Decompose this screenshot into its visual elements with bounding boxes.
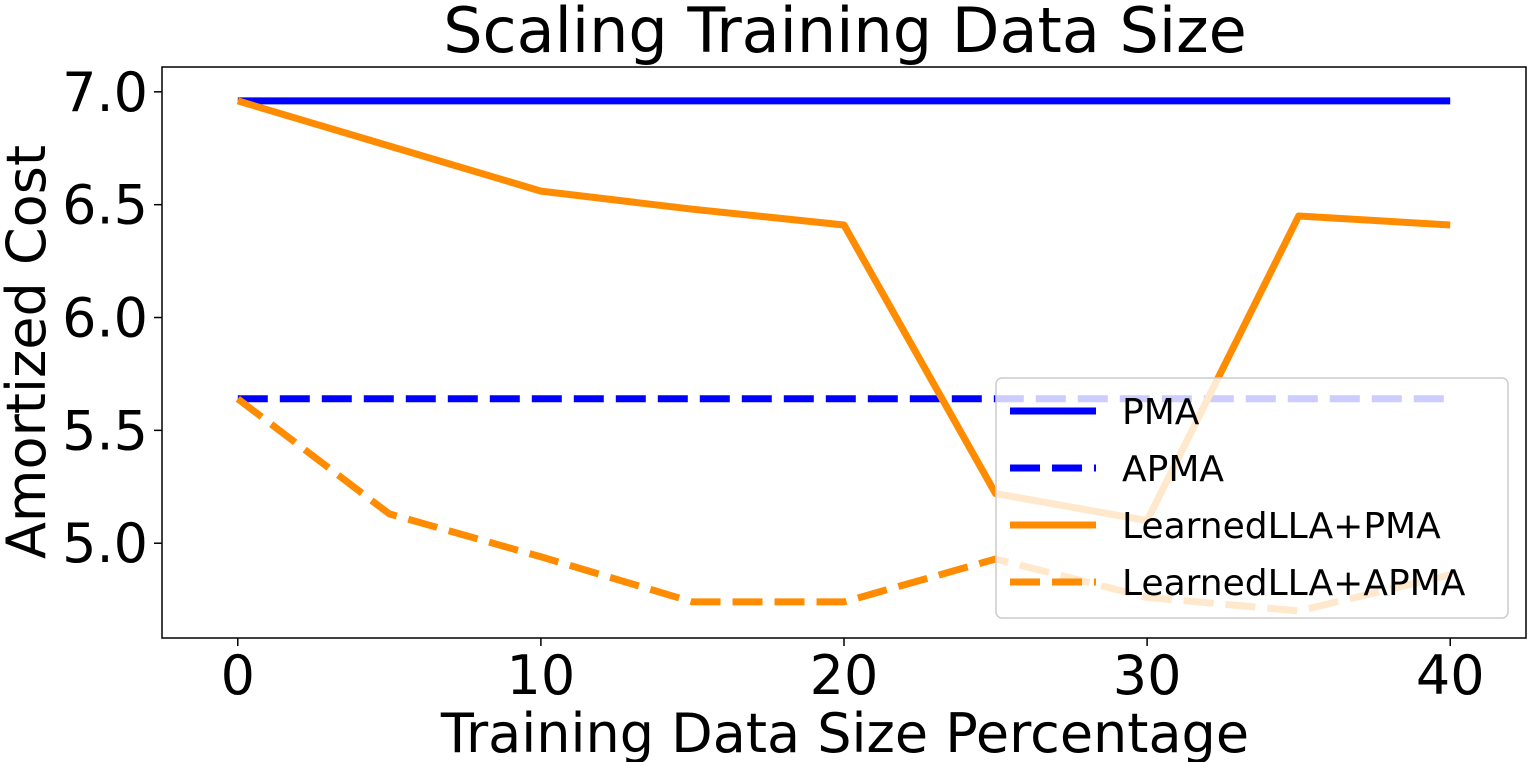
legend: PMA APMA LearnedLLA+PMA LearnedLLA+APMA <box>995 377 1509 619</box>
y-axis-label: Amortized Cost <box>0 145 58 559</box>
x-tick-label: 20 <box>810 644 879 707</box>
legend-box <box>995 377 1509 619</box>
legend-label-learnedlla-pma: LearnedLLA+PMA <box>1122 506 1441 547</box>
x-tick-label: 40 <box>1416 644 1485 707</box>
x-axis: 0 10 20 30 40 <box>221 638 1485 707</box>
y-tick-label: 6.0 <box>62 287 148 350</box>
y-tick-label: 6.5 <box>62 174 148 237</box>
y-tick-label: 7.0 <box>62 61 148 124</box>
y-tick-label: 5.0 <box>62 512 148 575</box>
legend-label-apma: APMA <box>1122 449 1224 490</box>
series-line-learnedlla-pma <box>236 97 1451 525</box>
x-axis-label: Training Data Size Percentage <box>440 702 1249 762</box>
legend-label-learnedlla-apma: LearnedLLA+APMA <box>1122 563 1466 604</box>
y-axis: 5.0 5.5 6.0 6.5 7.0 <box>62 61 162 575</box>
x-tick-label: 30 <box>1113 644 1182 707</box>
x-tick-label: 10 <box>507 644 576 707</box>
y-tick-label: 5.5 <box>62 399 148 462</box>
chart-title: Scaling Training Data Size <box>443 0 1247 67</box>
legend-label-pma: PMA <box>1122 392 1200 433</box>
x-tick-label: 0 <box>221 644 255 707</box>
